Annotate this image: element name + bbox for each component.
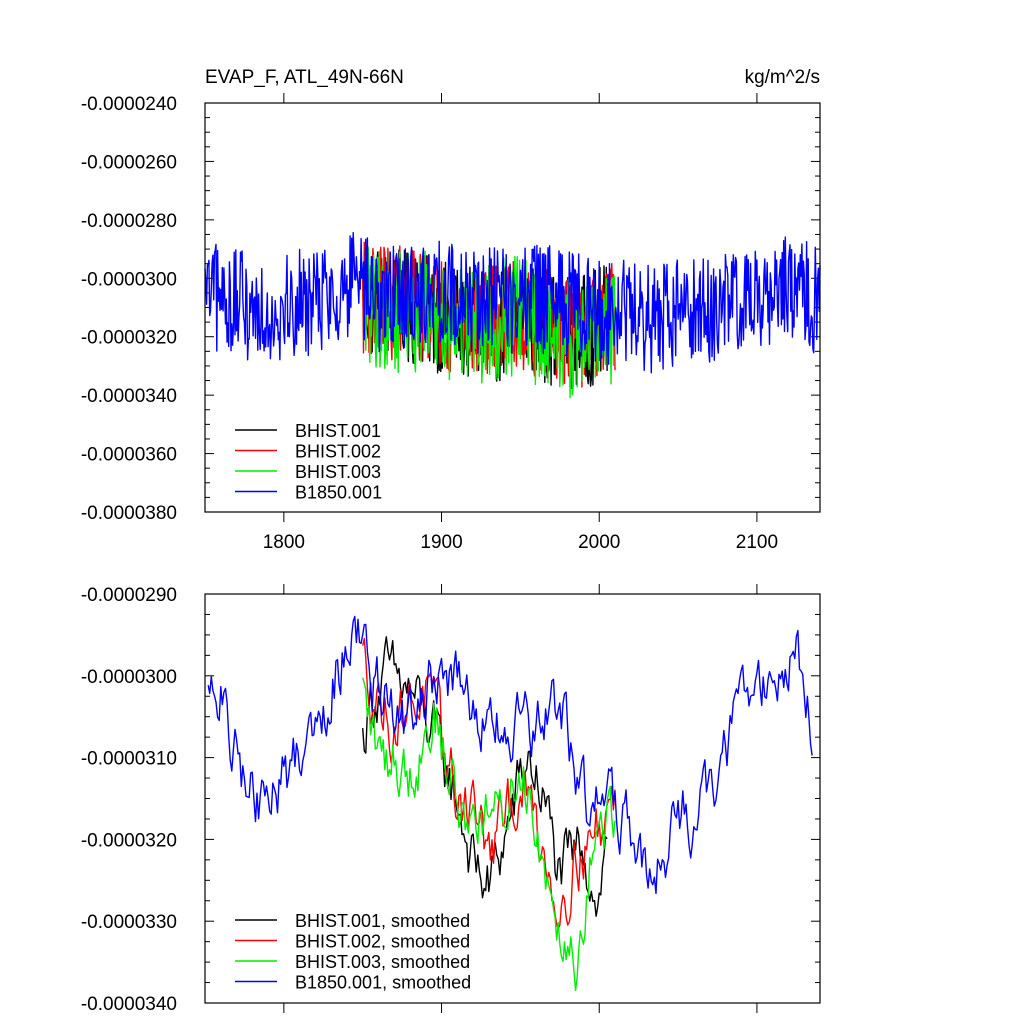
y-tick-label: -0.0000380	[81, 503, 177, 524]
x-tick-label: 1800	[263, 532, 305, 553]
y-tick-label: -0.0000290	[81, 585, 177, 606]
y-tick-label: -0.0000310	[81, 749, 177, 770]
chart-units: kg/m^2/s	[745, 67, 820, 88]
y-tick-group: -0.0000240 -0.0000260 -0.0000280 -0.0000300…	[81, 94, 820, 524]
series-lines	[204, 231, 821, 399]
bottom-chart: -0.0000290 -0.0000300 -0.0000310 -0.0000320…	[81, 584, 821, 1015]
legend-label: BHIST.001, smoothed	[295, 911, 470, 931]
y-tick-label: -0.0000260	[81, 152, 177, 173]
chart-title: EVAP_F, ATL_49N-66N	[205, 67, 404, 88]
x-tick-label: 2000	[578, 532, 620, 553]
y-tick-label: -0.0000280	[81, 211, 177, 232]
legend-label: B1850.001	[295, 483, 382, 503]
y-tick-label: -0.0000300	[81, 269, 177, 290]
legend-label: BHIST.002	[295, 442, 381, 462]
legend-label: BHIST.002, smoothed	[295, 932, 470, 952]
y-tick-label: -0.0000340	[81, 386, 177, 407]
plot-frame	[204, 102, 821, 513]
series-line	[362, 636, 608, 917]
series-line	[204, 231, 821, 374]
series-lines	[207, 615, 813, 992]
legend-label: BHIST.001	[295, 421, 381, 441]
legend-label: B1850.001, smoothed	[295, 973, 471, 993]
y-tick-label: -0.0000330	[81, 912, 177, 933]
top-chart: EVAP_F, ATL_49N-66N kg/m^2/s -0.0000240-…	[81, 67, 821, 553]
x-tick-group: 1800 1900 2000 2100	[263, 93, 778, 553]
x-tick-label: 2100	[736, 532, 778, 553]
y-tick-label: -0.0000240	[81, 94, 177, 115]
y-tick-group: -0.0000290 -0.0000300 -0.0000310 -0.0000320…	[81, 585, 820, 1015]
y-tick-label: -0.0000320	[81, 328, 177, 349]
x-tick-label: 1900	[420, 532, 462, 553]
y-tick-label: -0.0000300	[81, 667, 177, 688]
legend-label: BHIST.003	[295, 462, 381, 482]
legend-label: BHIST.003, smoothed	[295, 952, 470, 972]
series-line	[207, 615, 813, 895]
series-line	[362, 677, 616, 992]
plot-frame	[204, 593, 821, 1004]
y-tick-label: -0.0000360	[81, 445, 177, 466]
y-tick-label: -0.0000340	[81, 994, 177, 1015]
x-tick-group	[283, 584, 758, 1013]
y-tick-label: -0.0000320	[81, 830, 177, 851]
